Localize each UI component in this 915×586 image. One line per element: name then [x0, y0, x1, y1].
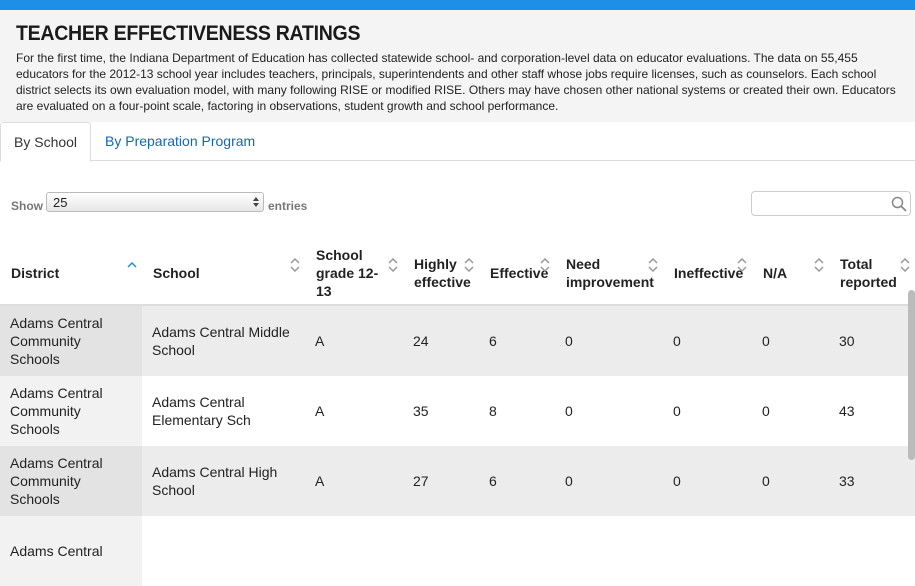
table-body: Adams Central Community Schools Adams Cen… — [0, 305, 915, 586]
table-cell — [142, 516, 305, 586]
column-label: District — [11, 265, 60, 281]
entries-value: 25 — [53, 195, 68, 210]
table-row: Adams Central Community Schools Adams Cen… — [0, 305, 915, 376]
table-cell: Adams Central Community Schools — [0, 305, 142, 376]
table-row: Adams Central Community Schools Adams Cen… — [0, 446, 915, 516]
tabs: By School By Preparation Program — [0, 122, 915, 162]
table-cell: 35 — [403, 376, 479, 446]
table-cell: A — [305, 376, 403, 446]
table-cell: 27 — [403, 446, 479, 516]
column-label: Total reported — [840, 256, 897, 290]
table-cell: 0 — [752, 305, 829, 376]
select-arrows — [253, 197, 259, 207]
column-label: Highly effective — [414, 256, 471, 290]
scrollbar — [908, 290, 915, 460]
tab[interactable]: By Preparation Program — [105, 133, 256, 149]
table-cell — [555, 516, 663, 586]
table-cell — [305, 516, 403, 586]
table-cell — [663, 516, 752, 586]
sort-icon — [290, 258, 300, 272]
column-header[interactable]: Need improvement — [555, 240, 663, 306]
description: For the first time, the Indiana Departme… — [16, 51, 896, 113]
title: TEACHER EFFECTIVENESS RATINGS — [16, 22, 361, 45]
table-cell: 6 — [479, 305, 555, 376]
entries-select[interactable]: 25 — [46, 192, 264, 212]
table-cell: 0 — [663, 305, 752, 376]
table-cell: A — [305, 446, 403, 516]
column-label: Ineffective — [674, 265, 744, 281]
tab[interactable]: By School — [0, 122, 92, 162]
table-cell: 0 — [663, 376, 752, 446]
sort-icon — [464, 258, 474, 272]
column-header[interactable]: Effective — [479, 240, 555, 306]
sort-icon — [540, 258, 550, 272]
column-header[interactable]: School grade 12-13 — [305, 240, 403, 306]
table-cell: 43 — [829, 376, 915, 446]
top-bar — [0, 0, 915, 10]
header-row: District School School grade 12-13 Highly e… — [0, 240, 915, 306]
column-label: Effective — [490, 265, 549, 281]
table-cell: Adams Central Middle School — [142, 305, 305, 376]
show-label: Show — [11, 199, 43, 213]
table-cell: 0 — [555, 446, 663, 516]
table-row: Adams Central — [0, 516, 915, 586]
table-cell: 6 — [479, 446, 555, 516]
table-cell — [479, 516, 555, 586]
column-label: School grade 12-13 — [316, 247, 379, 299]
ratings-table: District School School grade 12-13 Highly e… — [0, 240, 915, 586]
table-cell: Adams Central High School — [142, 446, 305, 516]
table-row: Adams Central Community Schools Adams Cen… — [0, 376, 915, 446]
table-cell: 0 — [752, 376, 829, 446]
sort-icon — [900, 258, 910, 272]
table-cell — [829, 516, 915, 586]
table-cell: A — [305, 305, 403, 376]
entries-label: entries — [268, 199, 308, 213]
table-cell: 0 — [752, 446, 829, 516]
column-header[interactable]: Ineffective — [663, 240, 752, 306]
column-label: Need improvement — [566, 256, 654, 290]
table-cell: Adams Central — [0, 516, 142, 586]
table-cell — [403, 516, 479, 586]
column-label: N/A — [763, 265, 788, 281]
table-cell: 24 — [403, 305, 479, 376]
column-header[interactable]: School — [142, 240, 305, 306]
sort-icon — [648, 258, 658, 272]
table-cell: 0 — [555, 376, 663, 446]
table-cell: Adams Central Elementary Sch — [142, 376, 305, 446]
column-header[interactable]: Highly effective — [403, 240, 479, 306]
sort-icon — [737, 258, 747, 272]
sort-icon — [388, 258, 398, 272]
header: TEACHER EFFECTIVENESS RATINGS For the fi… — [0, 10, 915, 122]
column-header[interactable]: Total reported — [829, 240, 915, 306]
table-cell: 8 — [479, 376, 555, 446]
table-cell: 0 — [555, 305, 663, 376]
sort-icon — [127, 261, 137, 268]
column-label: School — [153, 265, 200, 281]
search-icon — [891, 196, 907, 212]
search-box[interactable] — [751, 191, 911, 216]
sort-icon — [814, 258, 824, 272]
column-header[interactable]: District — [0, 240, 142, 306]
table-cell: 0 — [663, 446, 752, 516]
table-cell: Adams Central Community Schools — [0, 376, 142, 446]
table-cell: Adams Central Community Schools — [0, 446, 142, 516]
column-header[interactable]: N/A — [752, 240, 829, 306]
table-cell — [752, 516, 829, 586]
table-cell: 33 — [829, 446, 915, 516]
table-cell: 30 — [829, 305, 915, 376]
